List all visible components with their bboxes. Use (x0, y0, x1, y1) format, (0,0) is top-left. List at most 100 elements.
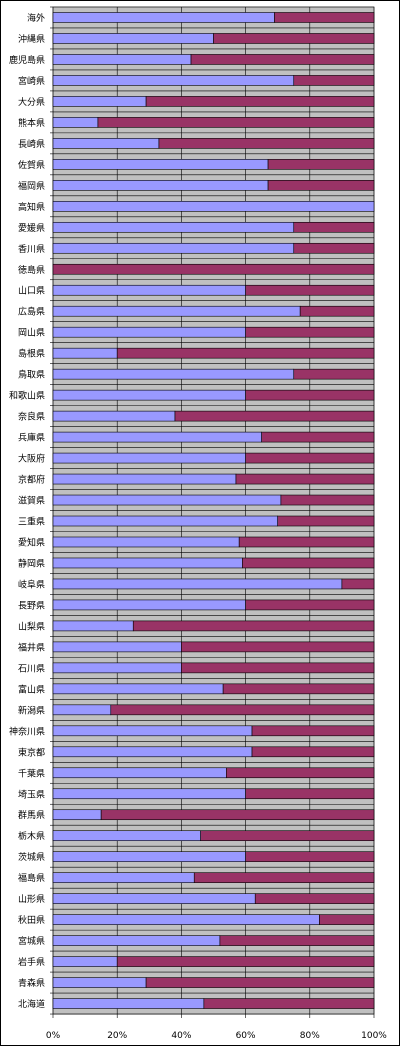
bar-segment (52, 410, 176, 422)
category-label: 福岡県 (18, 180, 45, 192)
bar-segment (251, 725, 375, 737)
bar-segment (245, 389, 375, 401)
category-label: 岩手県 (18, 956, 45, 968)
bar-segment (158, 138, 375, 149)
category-label: 高知県 (18, 201, 45, 213)
category-label: 北海道 (18, 998, 45, 1010)
bar-segment (52, 704, 112, 716)
bar-segment (52, 977, 147, 988)
category-label: 広島県 (18, 306, 45, 318)
category-label: 島根県 (18, 348, 45, 360)
bar-segment (203, 998, 375, 1009)
bar-segment (52, 138, 160, 149)
bar-segment (251, 746, 375, 758)
bar-segment (52, 788, 246, 800)
bar-segment (52, 746, 253, 758)
bar-segment (52, 96, 147, 107)
bar-segment (200, 830, 375, 842)
x-axis-ticks: 0% 20% 40% 60% 80% 100% (46, 1014, 387, 1041)
bar-segment (52, 75, 295, 86)
bar-segment (193, 872, 375, 883)
bar-segment (52, 201, 375, 212)
bar-segment (52, 578, 343, 590)
bar-segment (245, 284, 375, 296)
category-label: 富山県 (18, 683, 45, 695)
category-label: 神奈川県 (9, 725, 45, 737)
bar-segment (52, 998, 205, 1009)
bar-segment (52, 641, 182, 653)
bar-segment (261, 431, 375, 443)
category-label: 奈良県 (18, 411, 45, 423)
category-label: 山形県 (18, 893, 45, 905)
bar-segment (52, 389, 246, 401)
x-tick-label: 40% (171, 1031, 191, 1041)
category-label: 千葉県 (18, 767, 45, 779)
bar-segment (52, 221, 295, 233)
x-tick-label: 20% (107, 1031, 127, 1041)
bar-segment (52, 935, 221, 946)
bar-segment (267, 180, 375, 191)
bar-segment (132, 620, 375, 632)
bar-segment (181, 662, 375, 674)
bars (52, 12, 375, 1009)
bar-segment (52, 159, 269, 170)
x-tick-label: 60% (236, 1031, 256, 1041)
bar-segment (280, 494, 375, 506)
bar-segment (245, 326, 375, 338)
category-label: 山梨県 (18, 620, 45, 632)
category-label: 大分県 (18, 96, 45, 108)
bar-segment (116, 956, 375, 967)
bar-segment (245, 851, 375, 862)
bar-segment (245, 452, 375, 464)
category-label: 滋賀県 (18, 495, 45, 507)
bar-segment (116, 347, 375, 359)
bar-segment (267, 159, 375, 170)
bar-segment (52, 117, 99, 128)
category-label: 青森県 (18, 977, 45, 989)
category-label: 宮崎県 (18, 75, 45, 87)
bar-segment (110, 704, 375, 716)
category-label: 秋田県 (18, 914, 45, 926)
bar-segment (245, 599, 375, 611)
category-label: 鳥取県 (18, 369, 45, 381)
category-label: 京都府 (18, 474, 45, 486)
category-label: 鹿児島県 (9, 54, 45, 66)
x-tick-label: 100% (361, 1031, 387, 1041)
bar-segment (145, 977, 375, 988)
bar-segment (52, 33, 214, 44)
category-label: 長野県 (18, 600, 45, 611)
bar-segment (52, 263, 375, 275)
bar-segment (52, 914, 320, 925)
bar-segment (319, 914, 375, 925)
category-label: 熊本県 (18, 117, 45, 129)
bar-segment (52, 54, 192, 65)
bar-segment (293, 242, 375, 254)
x-tick-label: 0% (46, 1031, 61, 1041)
bar-segment (235, 473, 375, 485)
bar-segment (174, 410, 375, 422)
bar-segment (52, 431, 262, 443)
bar-segment (213, 33, 375, 44)
bar-segment (52, 725, 253, 737)
category-label: 岡山県 (18, 328, 45, 339)
bar-segment (341, 578, 375, 590)
category-label: 福島県 (18, 872, 45, 884)
bar-segment (277, 515, 375, 527)
bar-segment (52, 956, 118, 967)
bar-segment (222, 683, 375, 695)
category-label: 海外 (27, 12, 45, 24)
category-label: 山口県 (18, 286, 45, 297)
bar-segment (254, 893, 375, 904)
bar-segment (52, 893, 256, 904)
x-tick-label: 80% (300, 1031, 320, 1041)
category-label: 岐阜県 (18, 578, 45, 590)
bar-segment (97, 117, 375, 128)
category-label: 徳島県 (18, 264, 45, 276)
category-label: 埼玉県 (18, 788, 45, 800)
bar-segment (52, 872, 195, 883)
bar-segment (52, 452, 246, 464)
bar-segment (52, 284, 246, 296)
category-labels: 海外沖縄県鹿児島県宮崎県大分県熊本県長崎県佐賀県福岡県高知県愛媛県香川県徳島県山… (9, 12, 45, 1010)
bar-segment (52, 12, 275, 23)
